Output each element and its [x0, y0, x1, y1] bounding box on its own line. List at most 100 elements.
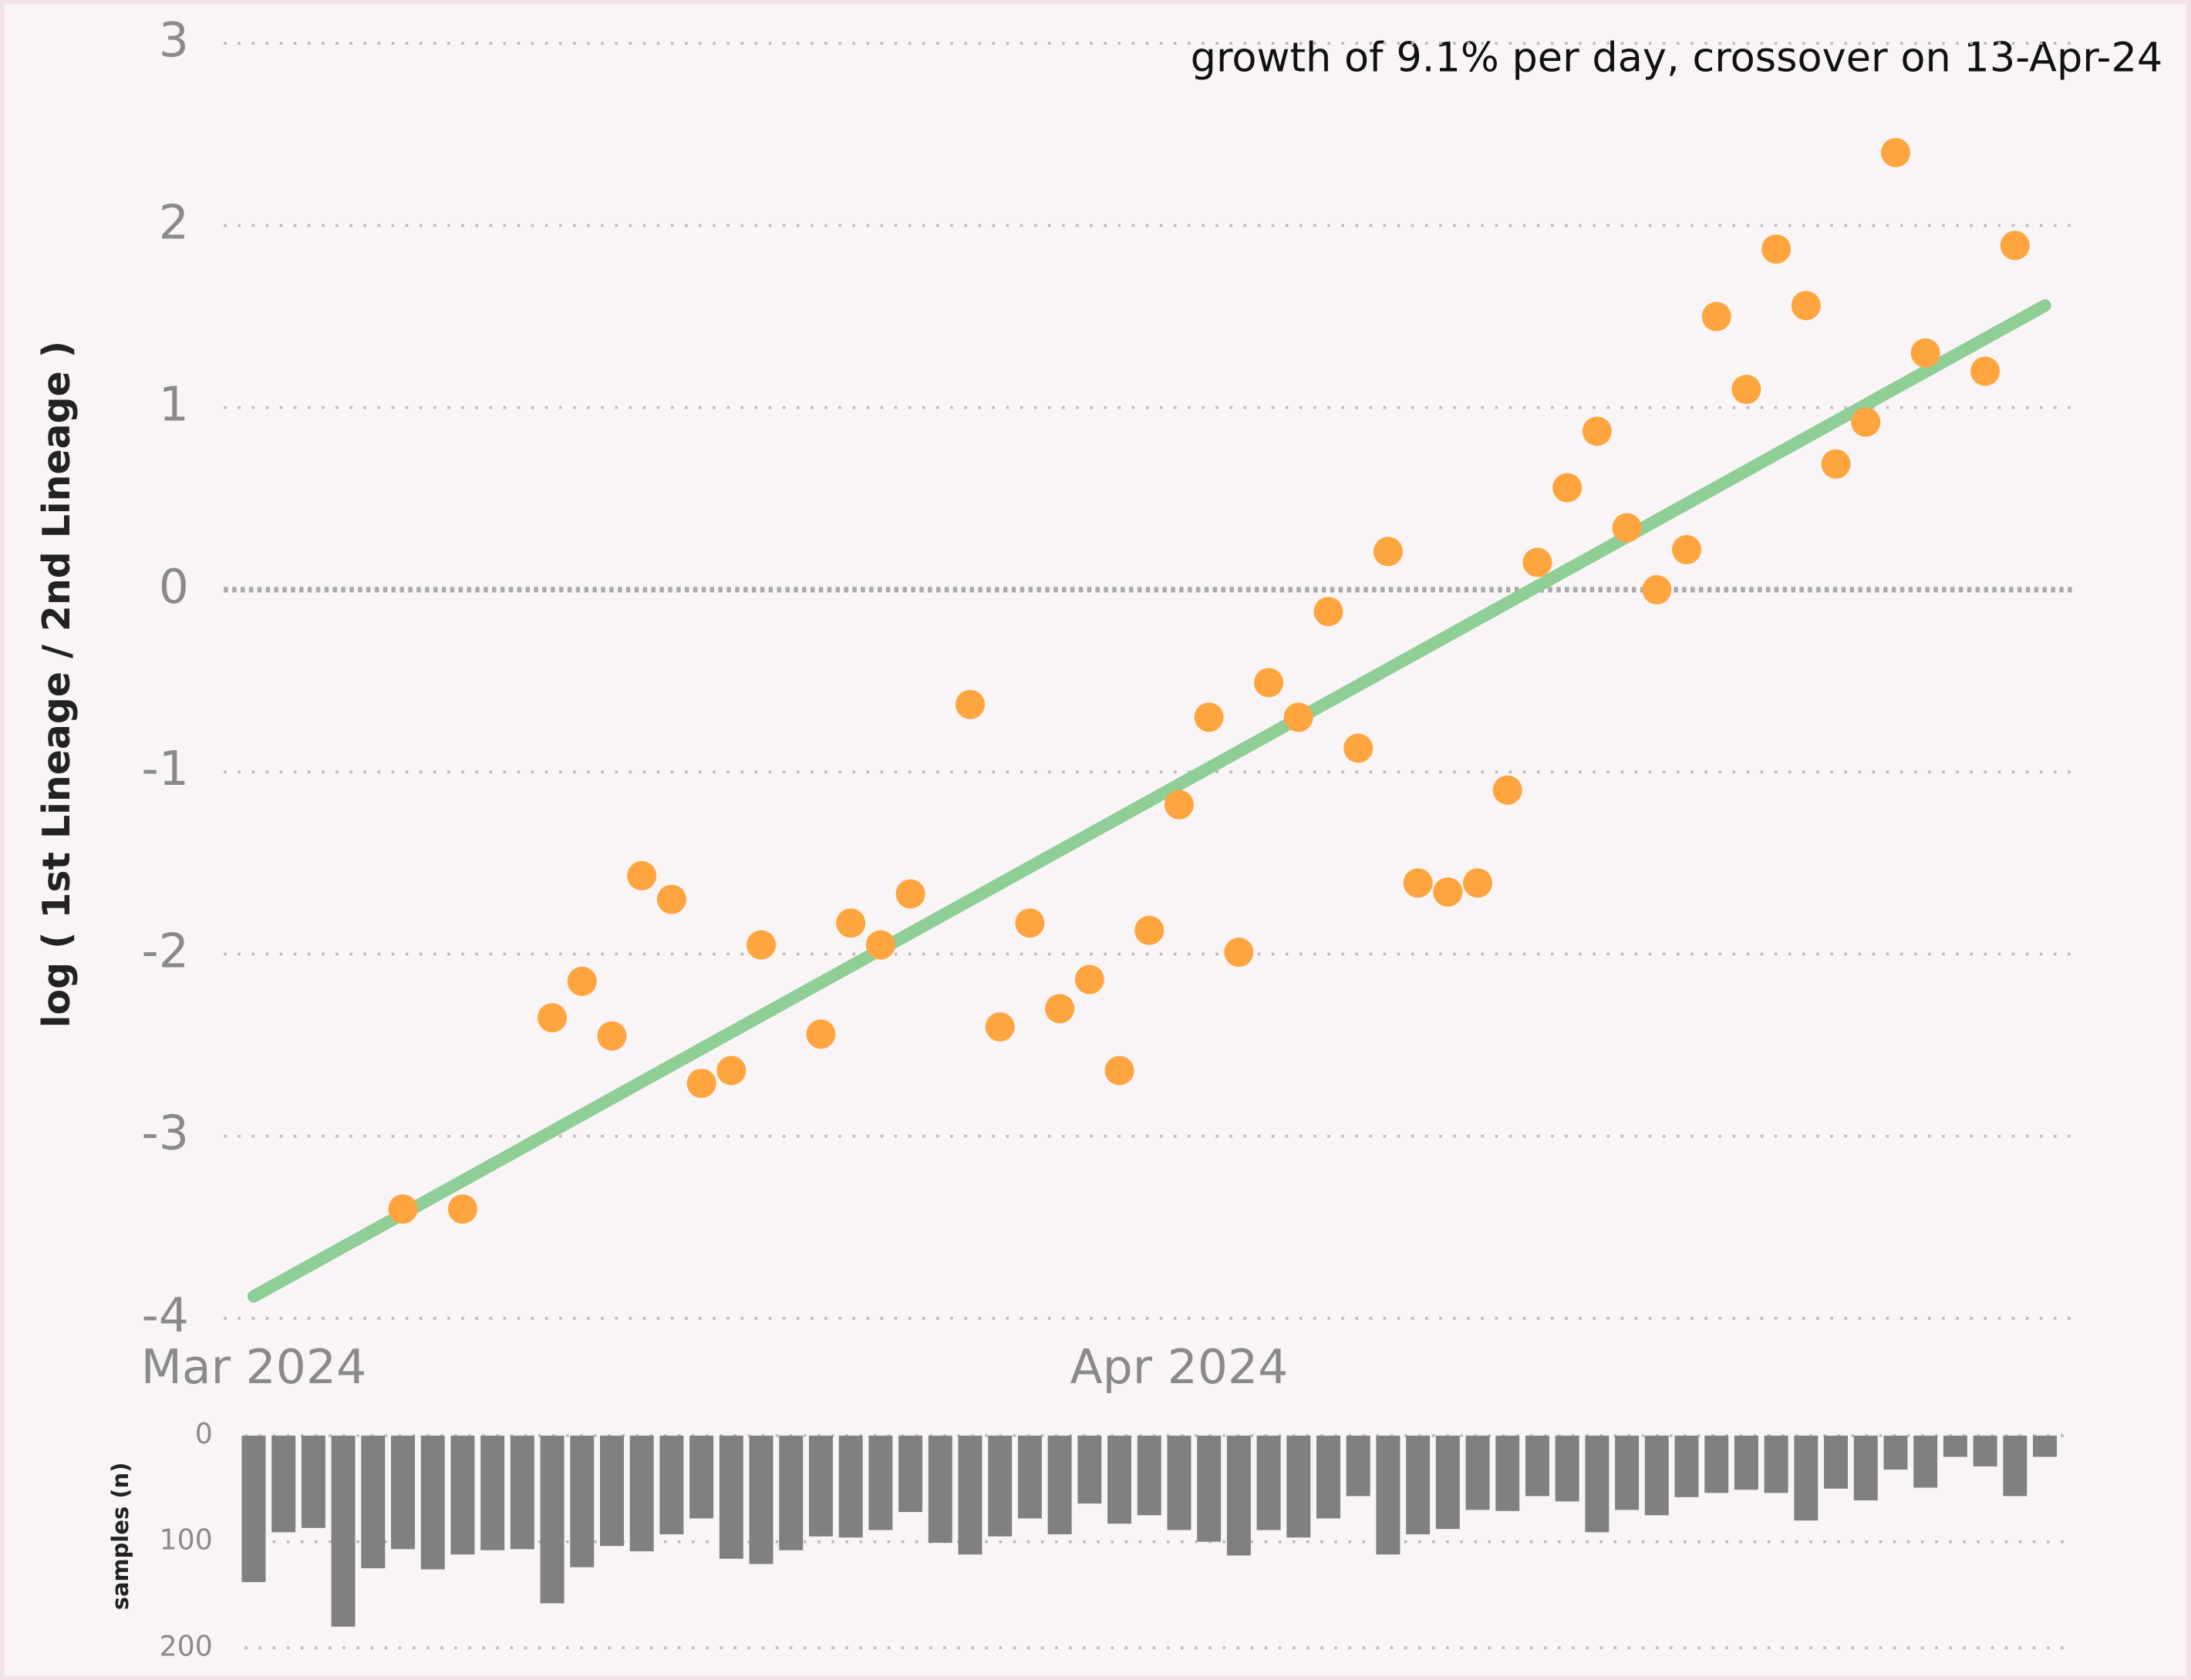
point [1910, 338, 1940, 368]
point [567, 966, 597, 996]
bar [271, 1436, 296, 1533]
bar-y-tick-label: 200 [160, 1629, 213, 1662]
y-tick-label: 0 [159, 559, 189, 614]
point [1164, 789, 1194, 820]
bar [510, 1436, 534, 1550]
point [388, 1194, 418, 1224]
point [1970, 356, 2001, 386]
bar [361, 1436, 386, 1569]
point [865, 930, 895, 960]
trend-line [247, 299, 2051, 1303]
point [1642, 574, 1672, 604]
bar-y-tick-label: 0 [195, 1417, 213, 1450]
bar [659, 1436, 684, 1535]
bar [1137, 1436, 1161, 1516]
bar [1704, 1436, 1729, 1493]
bar-y-axis-label: samples (n) [107, 1463, 133, 1611]
bar [1226, 1436, 1251, 1556]
point [895, 879, 925, 909]
bar [1525, 1436, 1549, 1497]
point [1224, 937, 1254, 968]
annotation: growth of 9.1% per day, crossover on 13-… [1191, 35, 2163, 82]
bar [2033, 1436, 2057, 1457]
point [1851, 407, 1881, 437]
point [1880, 137, 1910, 167]
bar [1077, 1436, 1102, 1504]
y-tick-label: 2 [159, 194, 189, 250]
point [1045, 994, 1075, 1024]
point [1194, 702, 1224, 732]
bar [1376, 1436, 1401, 1555]
bar [779, 1436, 804, 1550]
point [985, 1012, 1015, 1042]
bar [1883, 1436, 1908, 1470]
bar [988, 1436, 1013, 1537]
bar [689, 1436, 714, 1519]
point [746, 930, 777, 960]
point [1731, 374, 1761, 405]
point [2000, 231, 2030, 261]
bar [1555, 1436, 1579, 1502]
bar [1346, 1436, 1370, 1497]
bar [629, 1436, 654, 1552]
point [656, 884, 686, 914]
bar [1435, 1436, 1460, 1530]
y-tick-label: 1 [159, 377, 189, 433]
point [1074, 965, 1104, 995]
bar [420, 1436, 445, 1570]
point [538, 1003, 568, 1033]
y-tick-label: 3 [159, 12, 189, 68]
point [1492, 775, 1522, 805]
y-tick-label: -4 [142, 1288, 189, 1343]
bar [1585, 1436, 1610, 1533]
bar [719, 1436, 743, 1559]
y-tick-label: -2 [142, 923, 189, 978]
point [955, 689, 985, 719]
bar [1495, 1436, 1520, 1511]
bar [868, 1436, 893, 1530]
point [1343, 733, 1374, 763]
bar [1615, 1436, 1640, 1510]
bar [241, 1436, 266, 1582]
bar [570, 1436, 595, 1567]
point [1403, 868, 1433, 898]
bar [928, 1436, 952, 1544]
point [1254, 668, 1284, 698]
point [1104, 1055, 1134, 1086]
x-tick-label: Mar 2024 [141, 1339, 366, 1395]
point [1761, 234, 1792, 264]
point [1582, 416, 1612, 446]
bar [1644, 1436, 1669, 1516]
point [1373, 537, 1403, 567]
bar [1167, 1436, 1192, 1530]
bar [1047, 1436, 1072, 1535]
point [1791, 291, 1821, 321]
y-axis-label: log ( 1st Lineage / 2nd Lineage ) [35, 341, 79, 1028]
bar [1764, 1436, 1788, 1493]
bar [1674, 1436, 1699, 1497]
point [1015, 908, 1045, 938]
point [1522, 547, 1552, 577]
point [1612, 513, 1642, 543]
bar [1913, 1436, 1938, 1488]
point [806, 1019, 836, 1049]
point [1134, 915, 1165, 945]
point [627, 860, 657, 891]
bar [1943, 1436, 1967, 1457]
bar [898, 1436, 923, 1513]
bar [1794, 1436, 1819, 1521]
point [836, 908, 866, 938]
bar [749, 1436, 774, 1564]
point [1552, 473, 1583, 503]
y-tick-label: -1 [142, 741, 189, 796]
bar [1734, 1436, 1758, 1490]
x-tick-label: Apr 2024 [1070, 1339, 1289, 1395]
bar [1197, 1436, 1222, 1542]
point [1433, 877, 1463, 907]
bar [1256, 1436, 1281, 1530]
point [1283, 702, 1313, 732]
point [447, 1194, 477, 1224]
